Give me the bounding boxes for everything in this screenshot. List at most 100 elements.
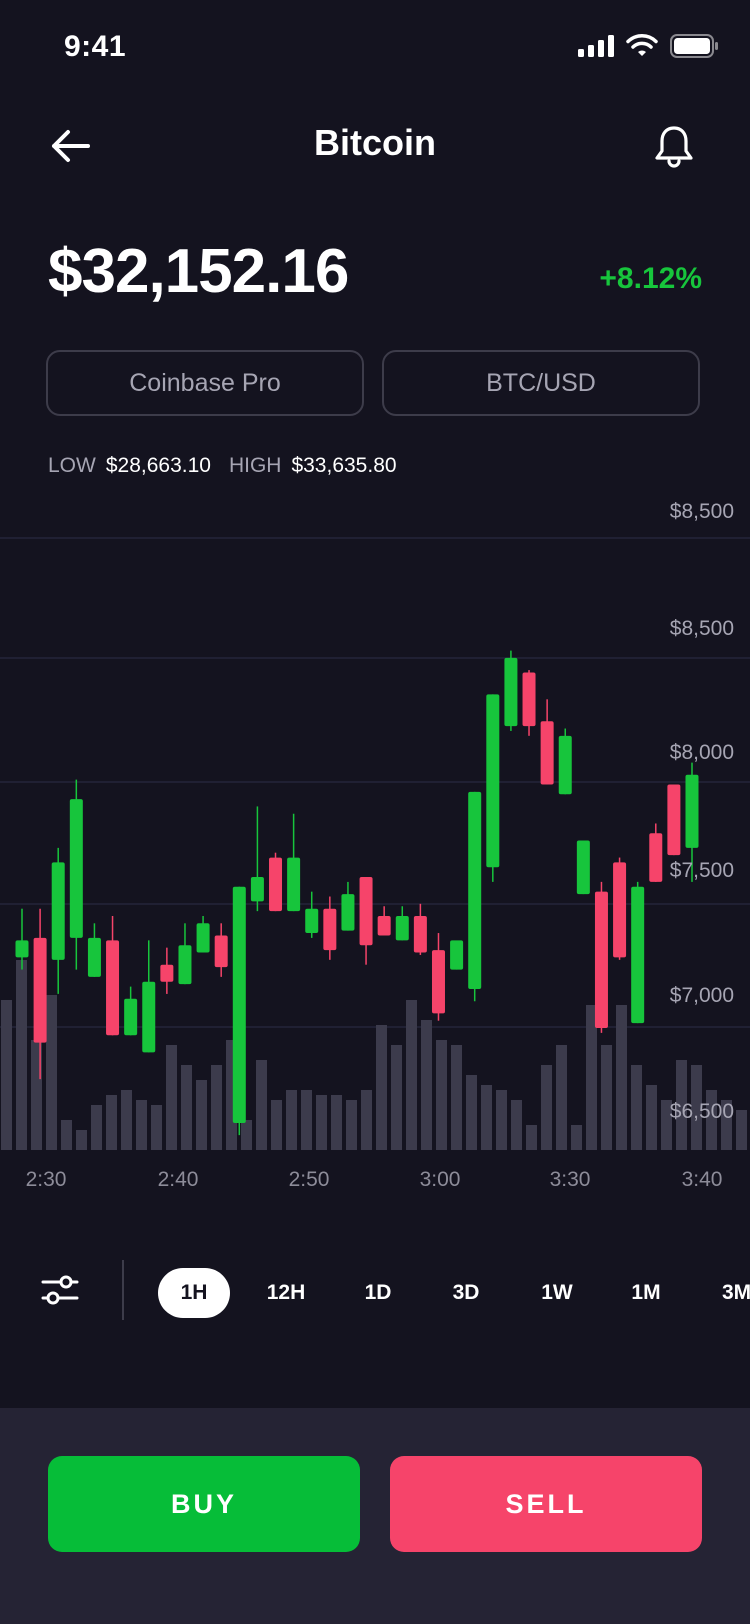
volume-bar (181, 1065, 192, 1150)
candle-body (160, 964, 174, 982)
candle-body (15, 940, 29, 958)
candle-body (667, 784, 681, 856)
x-axis-label: 3:30 (550, 1168, 591, 1191)
timeframe-3m[interactable]: 3M (722, 1281, 750, 1304)
timeframe-12h[interactable]: 12H (266, 1281, 306, 1304)
buy-button[interactable]: BUY (48, 1456, 360, 1552)
sliders-icon (41, 1275, 79, 1305)
candle-body (431, 950, 445, 1014)
timeframe-1d[interactable]: 1D (364, 1281, 392, 1304)
volume-bar (271, 1100, 282, 1150)
x-axis-label: 2:30 (26, 1168, 67, 1191)
volume-bar (556, 1045, 567, 1150)
volume-bar (91, 1105, 102, 1150)
candle-body (558, 735, 572, 795)
high-value: $33,635.80 (291, 454, 397, 477)
status-bar: 9:41 (0, 0, 750, 96)
candle-body (269, 857, 283, 912)
candle-body (576, 840, 590, 895)
exchange-selector[interactable]: Coinbase Pro (46, 350, 364, 416)
candle-body (631, 886, 645, 1024)
back-button[interactable] (48, 124, 96, 168)
page-title: Bitcoin (314, 122, 436, 163)
candle-body (287, 857, 301, 912)
x-axis-label: 2:40 (158, 1168, 199, 1191)
candle-body (613, 862, 627, 958)
volume-bar (706, 1090, 717, 1150)
volume-bar (166, 1045, 177, 1150)
timeframe-1w[interactable]: 1W (541, 1281, 573, 1304)
y-axis-label: $8,500 (670, 617, 734, 640)
volume-bar (451, 1045, 462, 1150)
volume-bar (541, 1065, 552, 1150)
volume-bar (1, 1000, 12, 1150)
candle-body (359, 877, 373, 946)
volume-bar (361, 1090, 372, 1150)
timeframe-controls: 1H 12H 1D 3D 1W 1M 3M (0, 1260, 750, 1320)
volume-bar (586, 1005, 597, 1150)
volume-bar (121, 1090, 132, 1150)
candle-body (395, 916, 409, 941)
volume-bar (346, 1100, 357, 1150)
low-value: $28,663.10 (105, 454, 211, 477)
candle-body (250, 877, 264, 902)
volume-bar (286, 1090, 297, 1150)
volume-bar (226, 1040, 237, 1150)
volume-bar (661, 1100, 672, 1150)
trade-footer: BUY SELL (0, 1408, 750, 1624)
pair-selector[interactable]: BTC/USD (382, 350, 700, 416)
volume-bar (241, 1120, 252, 1150)
sell-button[interactable]: SELL (390, 1456, 702, 1552)
bell-icon (655, 126, 693, 168)
volume-bar (511, 1100, 522, 1150)
status-time: 9:41 (64, 30, 127, 63)
volume-bar (61, 1120, 72, 1150)
candle-body (142, 981, 156, 1053)
price-range: LOW $28,663.10 HIGH $33,635.80 (48, 454, 415, 478)
candle-body (685, 774, 699, 848)
candle-body (214, 935, 228, 968)
toolbar-divider (122, 1260, 124, 1320)
volume-bar (16, 960, 27, 1150)
volume-bar (436, 1040, 447, 1150)
candle-body (504, 657, 518, 727)
notification-button[interactable] (654, 124, 698, 170)
volume-bar (301, 1090, 312, 1150)
candle-body (377, 916, 391, 936)
volume-bar (136, 1100, 147, 1150)
volume-bar (646, 1085, 657, 1150)
low-label: LOW (48, 454, 96, 477)
candle-body (305, 908, 319, 934)
candle-body (468, 791, 482, 990)
volume-bar (466, 1075, 477, 1150)
candle-body (323, 908, 337, 951)
current-price: $32,152.16 (48, 237, 349, 306)
status-icons (578, 34, 718, 58)
y-axis-label: $6,500 (670, 1100, 734, 1123)
timeframe-3d[interactable]: 3D (452, 1281, 480, 1304)
high-label: HIGH (228, 454, 282, 477)
volume-bar (691, 1065, 702, 1150)
volume-bar (721, 1100, 732, 1150)
volume-bar (31, 1040, 42, 1150)
candle-body (196, 923, 210, 953)
volume-bar (601, 1045, 612, 1150)
timeframe-1m[interactable]: 1M (631, 1281, 661, 1304)
battery-icon (670, 34, 718, 58)
wifi-icon (626, 34, 658, 56)
volume-bar (196, 1080, 207, 1150)
candle-body (522, 672, 536, 727)
candle-body (649, 833, 663, 882)
cellular-signal-icon (578, 35, 614, 57)
candlestick-chart[interactable]: $8,500 $8,500 $8,000 $7,500 $7,000 $6,500 2:30… (0, 500, 750, 1220)
timeframe-1h[interactable]: 1H (158, 1268, 230, 1318)
header: Bitcoin (0, 110, 750, 182)
volume-bar (211, 1065, 222, 1150)
candle-body (51, 862, 65, 960)
volume-bar (316, 1095, 327, 1150)
volume-bar (496, 1090, 507, 1150)
candle-body (33, 937, 47, 1043)
candle-body (106, 940, 120, 1036)
candle-body (341, 894, 355, 931)
chart-settings-button[interactable] (40, 1270, 86, 1312)
